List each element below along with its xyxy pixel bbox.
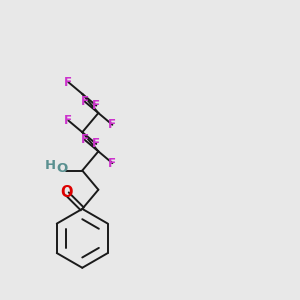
Text: F: F bbox=[64, 76, 72, 88]
Text: O: O bbox=[56, 162, 68, 175]
Text: F: F bbox=[108, 118, 116, 131]
Text: F: F bbox=[92, 137, 100, 150]
Text: F: F bbox=[80, 133, 88, 146]
Text: F: F bbox=[80, 95, 88, 108]
Text: H: H bbox=[45, 159, 56, 172]
Text: O: O bbox=[60, 185, 73, 200]
Text: F: F bbox=[92, 99, 100, 112]
Text: F: F bbox=[64, 114, 72, 127]
Text: F: F bbox=[108, 157, 116, 169]
